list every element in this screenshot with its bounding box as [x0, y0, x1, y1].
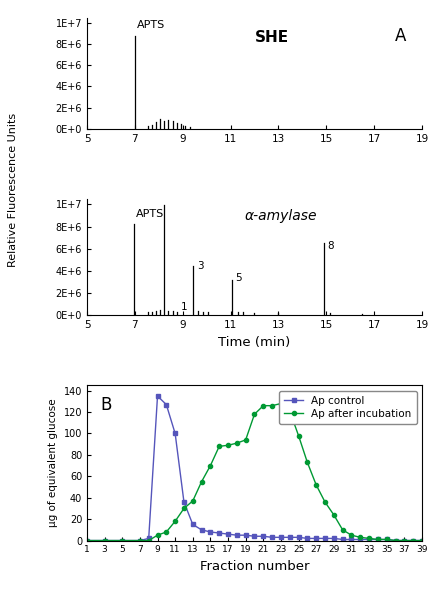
Ap after incubation	[295, 432, 300, 439]
Ap control	[155, 393, 160, 400]
Ap after incubation	[339, 526, 345, 533]
Line: Ap after incubation: Ap after incubation	[85, 402, 423, 543]
Ap control	[286, 534, 292, 541]
Ap control	[418, 537, 424, 544]
Ap after incubation	[84, 537, 89, 544]
Ap control	[383, 536, 388, 543]
Ap after incubation	[383, 536, 388, 543]
Ap control	[190, 521, 195, 528]
Text: APTS: APTS	[137, 20, 165, 30]
Ap after incubation	[198, 478, 204, 485]
Ap control	[330, 535, 335, 542]
Ap after incubation	[286, 407, 292, 415]
Text: SHE: SHE	[254, 30, 288, 45]
Ap control	[163, 401, 168, 408]
Ap control	[119, 537, 125, 544]
Ap after incubation	[243, 437, 248, 444]
Ap control	[313, 535, 318, 542]
Ap control	[401, 537, 406, 544]
Ap after incubation	[269, 402, 274, 409]
Ap control	[260, 533, 265, 540]
Text: 8: 8	[327, 241, 333, 251]
Ap control	[410, 537, 415, 544]
Ap after incubation	[330, 511, 335, 519]
Ap after incubation	[216, 443, 221, 450]
Ap control	[102, 537, 107, 544]
Ap control	[375, 536, 380, 543]
Ap control	[357, 536, 362, 543]
Ap after incubation	[119, 537, 125, 544]
Ap after incubation	[260, 402, 265, 409]
Ap after incubation	[348, 532, 353, 539]
Ap after incubation	[190, 497, 195, 504]
Ap after incubation	[137, 537, 142, 544]
Y-axis label: μg of equivalent glucose: μg of equivalent glucose	[48, 399, 58, 527]
Ap after incubation	[304, 459, 309, 466]
Ap after incubation	[418, 537, 424, 544]
Ap control	[243, 532, 248, 539]
Ap after incubation	[163, 529, 168, 536]
Ap control	[181, 498, 186, 505]
Text: B: B	[100, 396, 112, 414]
Ap control	[146, 535, 151, 542]
Text: 1: 1	[181, 302, 187, 312]
Text: 3: 3	[197, 261, 203, 271]
Ap control	[392, 537, 397, 544]
Ap control	[304, 535, 309, 542]
Ap after incubation	[357, 534, 362, 541]
Ap after incubation	[207, 462, 213, 469]
Ap after incubation	[322, 498, 327, 505]
Ap after incubation	[155, 532, 160, 539]
Ap after incubation	[102, 537, 107, 544]
Ap control	[365, 536, 371, 543]
Line: Ap control: Ap control	[85, 394, 423, 543]
Ap control	[137, 537, 142, 544]
Ap control	[216, 529, 221, 536]
Ap control	[207, 529, 213, 536]
Ap after incubation	[233, 440, 239, 447]
Ap control	[172, 430, 178, 437]
Ap after incubation	[278, 400, 283, 407]
Ap after incubation	[225, 442, 230, 449]
Text: APTS: APTS	[136, 208, 164, 219]
Ap after incubation	[410, 537, 415, 544]
Ap after incubation	[251, 410, 256, 418]
Ap after incubation	[401, 537, 406, 544]
Ap after incubation	[172, 518, 178, 525]
Ap control	[225, 530, 230, 538]
Ap control	[84, 537, 89, 544]
Ap control	[198, 526, 204, 533]
Ap control	[233, 532, 239, 539]
Ap control	[278, 534, 283, 541]
Ap after incubation	[392, 537, 397, 544]
Ap after incubation	[375, 536, 380, 543]
X-axis label: Time (min): Time (min)	[218, 336, 290, 349]
Ap control	[269, 534, 274, 541]
Text: A: A	[394, 27, 406, 45]
Ap control	[322, 535, 327, 542]
X-axis label: Fraction number: Fraction number	[199, 560, 309, 573]
Ap after incubation	[365, 535, 371, 542]
Ap after incubation	[146, 537, 151, 544]
Ap control	[251, 533, 256, 540]
Text: Relative Fluorescence Units: Relative Fluorescence Units	[8, 113, 18, 267]
Ap control	[295, 534, 300, 541]
Text: 5: 5	[235, 273, 241, 283]
Ap after incubation	[313, 481, 318, 488]
Ap control	[348, 536, 353, 543]
Ap after incubation	[181, 505, 186, 512]
Legend: Ap control, Ap after incubation: Ap control, Ap after incubation	[278, 390, 416, 424]
Ap control	[339, 536, 345, 543]
Text: α-amylase: α-amylase	[244, 208, 316, 223]
